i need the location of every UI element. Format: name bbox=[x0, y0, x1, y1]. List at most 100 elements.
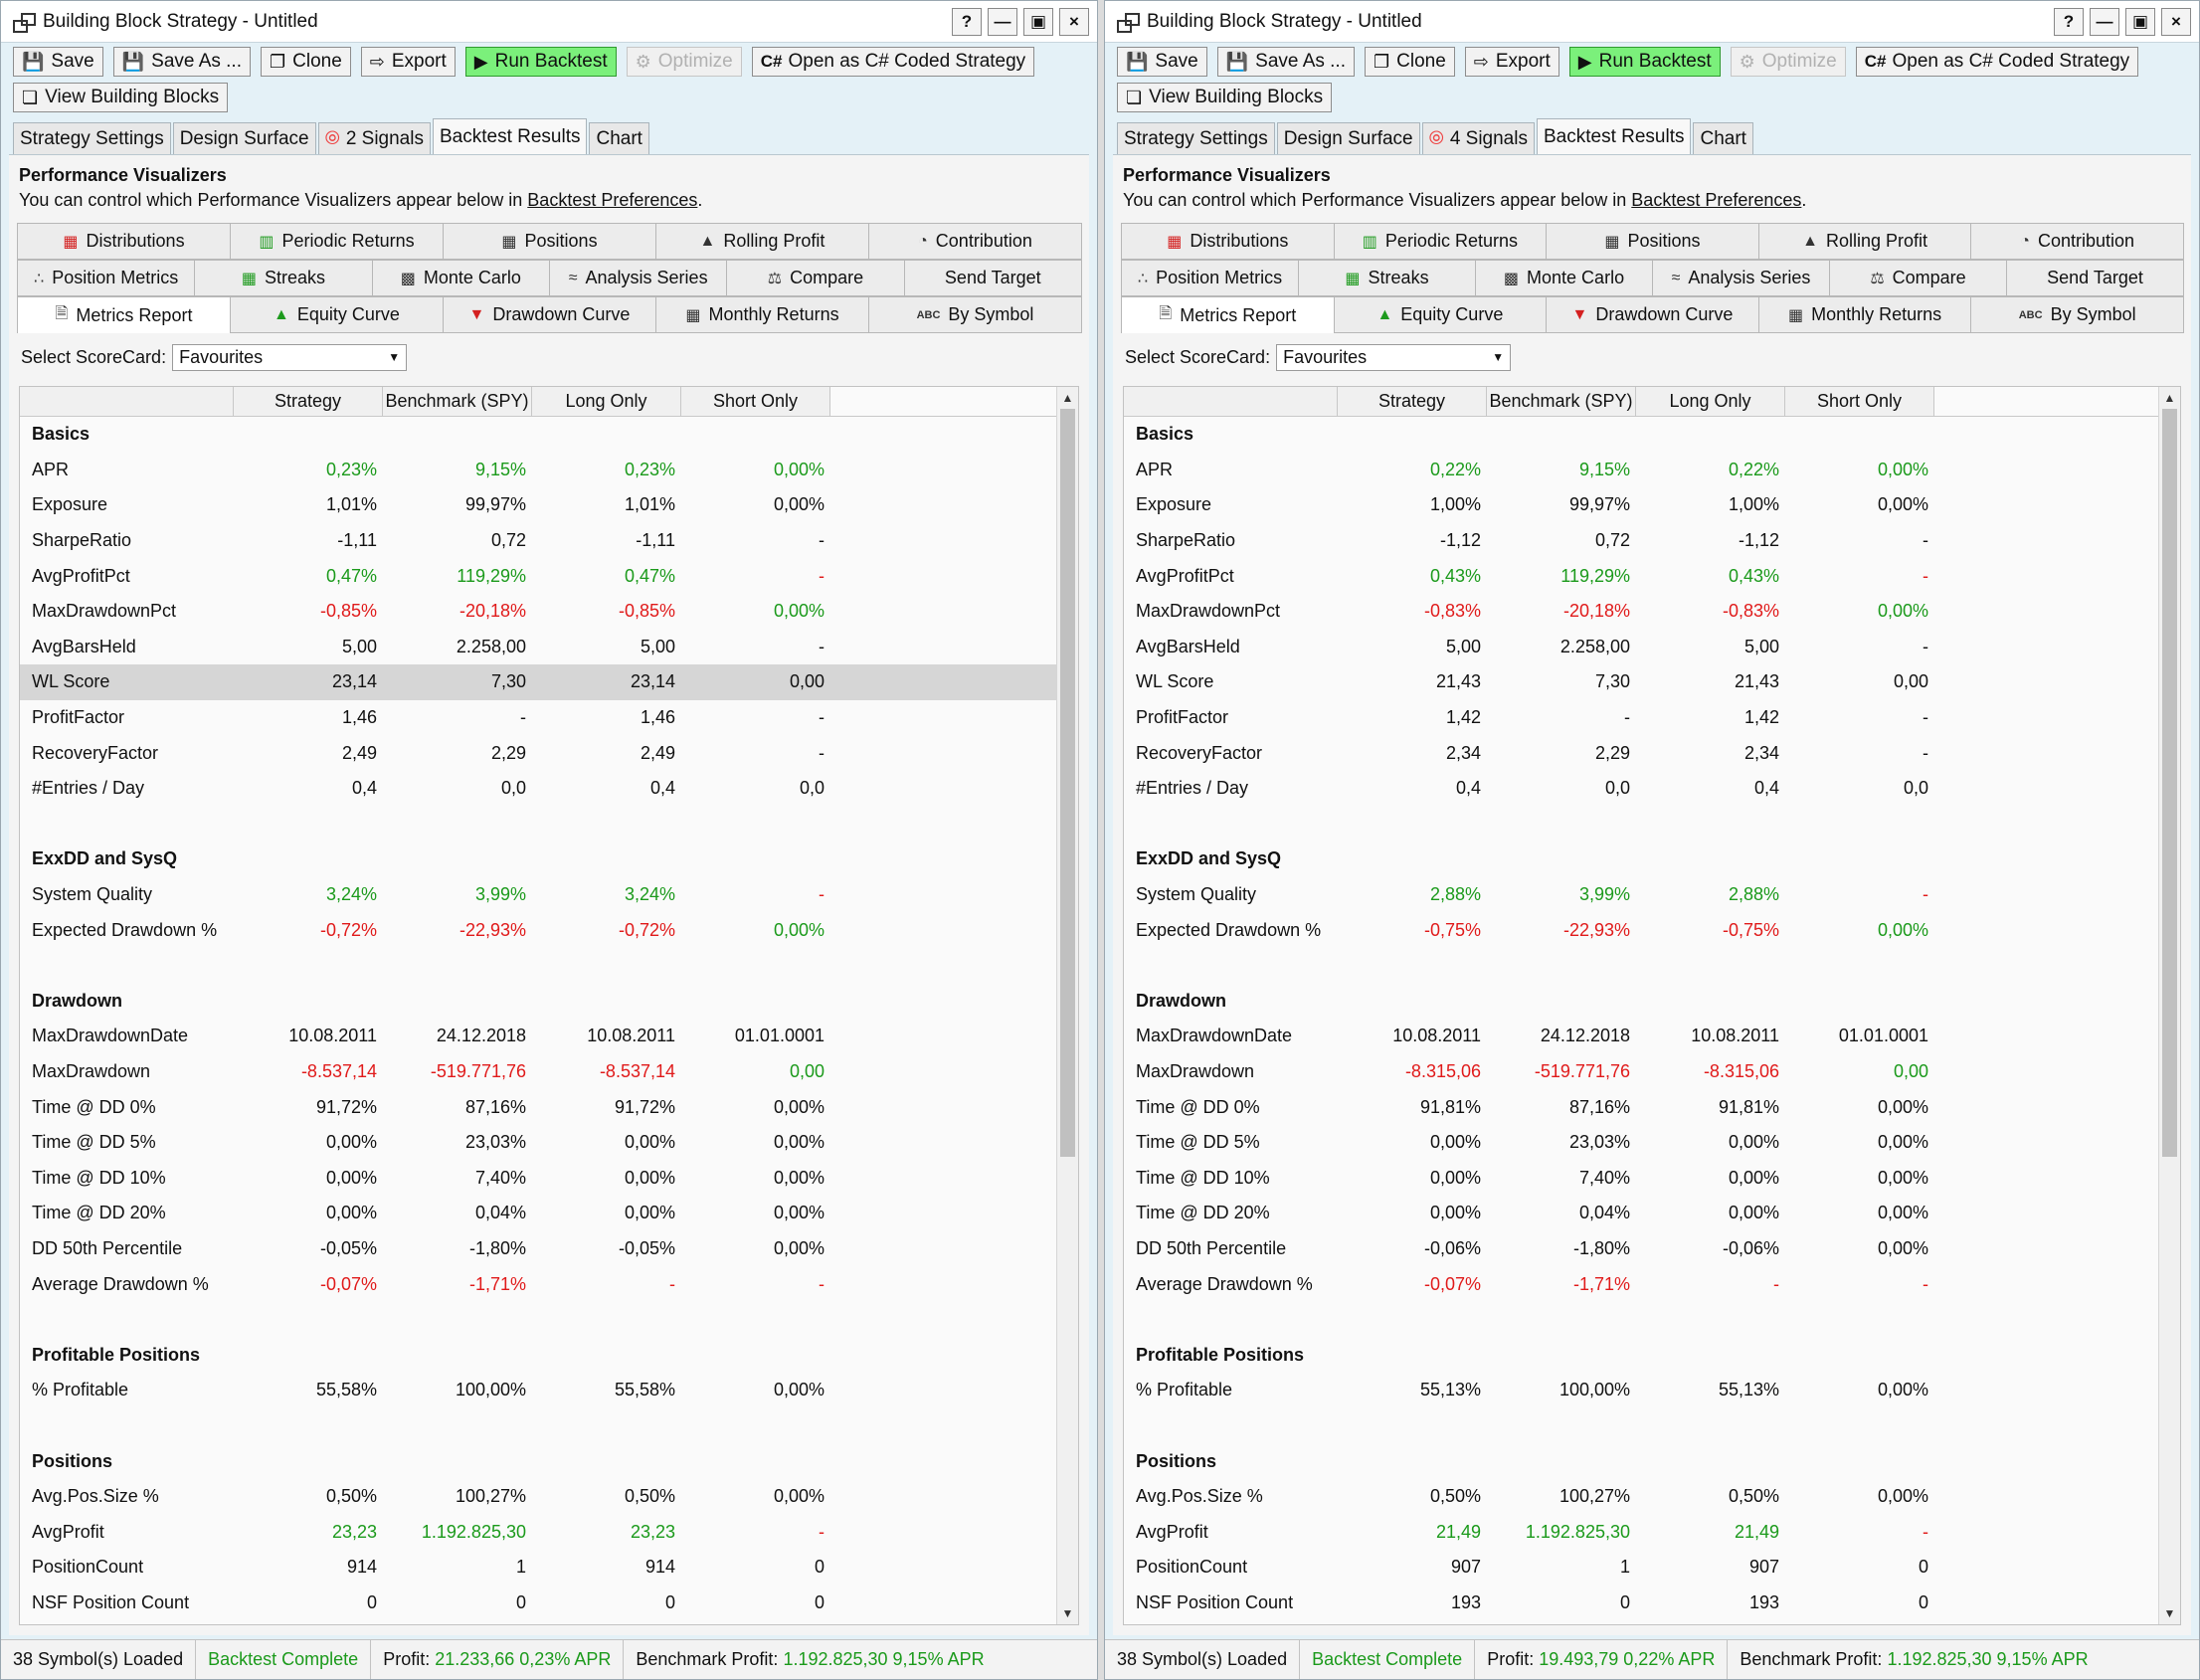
save-as-button[interactable]: 💾 Save As ... bbox=[1216, 47, 1355, 77]
table-row[interactable]: % Profitable 55,58% 100,00% 55,58% 0,00% bbox=[20, 1373, 1056, 1408]
table-row[interactable]: Time @ DD 0% 91,72% 87,16% 91,72% 0,00% bbox=[20, 1089, 1056, 1125]
scroll-down-icon[interactable]: ▼ bbox=[2163, 1606, 2176, 1620]
table-row[interactable]: Time @ DD 20% 0,00% 0,04% 0,00% 0,00% bbox=[1124, 1196, 2158, 1231]
table-row[interactable]: ProfitFactor 1,42 - 1,42 - bbox=[1124, 700, 2158, 736]
table-row[interactable]: AvgProfit 21,49 1.192.825,30 21,49 - bbox=[1124, 1514, 2158, 1550]
scroll-thumb[interactable] bbox=[2162, 409, 2177, 1158]
viz-position-metrics[interactable]: ∴ Position Metrics bbox=[1121, 260, 1299, 296]
column-header[interactable]: Long Only bbox=[1636, 387, 1785, 416]
tab-strategy-settings[interactable]: Strategy Settings bbox=[1117, 122, 1275, 154]
scroll-up-icon[interactable]: ▲ bbox=[1061, 391, 1074, 405]
vertical-scrollbar[interactable]: ▲ ▼ bbox=[1056, 387, 1078, 1624]
column-header[interactable]: Short Only bbox=[1785, 387, 1934, 416]
column-header[interactable]: Benchmark (SPY) bbox=[383, 387, 532, 416]
table-row[interactable]: Time @ DD 20% 0,00% 0,04% 0,00% 0,00% bbox=[20, 1196, 1056, 1231]
table-row[interactable]: MaxDrawdown -8.315,06 -519.771,76 -8.315,06… bbox=[1124, 1054, 2158, 1090]
maximize-button[interactable]: ▣ bbox=[1023, 7, 1053, 36]
table-row[interactable]: System Quality 3,24% 3,99% 3,24% - bbox=[20, 877, 1056, 913]
table-row[interactable]: #Entries / Day 0,4 0,0 0,4 0,0 bbox=[20, 771, 1056, 807]
viz-distributions[interactable]: ▦ Distributions bbox=[1121, 223, 1335, 260]
table-row[interactable]: APR 0,23% 9,15% 0,23% 0,00% bbox=[20, 453, 1056, 488]
viz-monthly-returns[interactable]: ▦ Monthly Returns bbox=[1757, 296, 1972, 333]
viz-analysis-series[interactable]: ≈ Analysis Series bbox=[1652, 260, 1830, 296]
table-row[interactable]: MaxDrawdownDate 10.08.2011 24.12.2018 10.08… bbox=[1124, 1019, 2158, 1054]
table-row[interactable]: Time @ DD 5% 0,00% 23,03% 0,00% 0,00% bbox=[1124, 1125, 2158, 1161]
viz-rolling-profit[interactable]: ▲ Rolling Profit bbox=[655, 223, 869, 260]
viz-drawdown-curve[interactable]: ▼ Drawdown Curve bbox=[1546, 296, 1759, 333]
viz-positions[interactable]: ▦ Positions bbox=[1546, 223, 1759, 260]
table-row[interactable]: Exposure 1,00% 99,97% 1,00% 0,00% bbox=[1124, 487, 2158, 523]
run-backtest-button[interactable]: ▶ Run Backtest bbox=[464, 47, 617, 77]
viz-analysis-series[interactable]: ≈ Analysis Series bbox=[548, 260, 728, 296]
table-row[interactable]: PositionCount 914 1 914 0 bbox=[20, 1550, 1056, 1586]
column-header[interactable]: Short Only bbox=[681, 387, 830, 416]
table-row[interactable]: DD 50th Percentile -0,05% -1,80% -0,05% 0,00… bbox=[20, 1231, 1056, 1267]
save-as-button[interactable]: 💾 Save As ... bbox=[112, 47, 251, 77]
tab-signals[interactable]: ⦾ 4 Signals bbox=[1421, 122, 1535, 154]
scorecard-select[interactable]: Favourites ▼ bbox=[172, 343, 408, 371]
viz-position-metrics[interactable]: ∴ Position Metrics bbox=[17, 260, 196, 296]
column-header[interactable]: Long Only bbox=[532, 387, 681, 416]
table-row[interactable]: Exposure 1,01% 99,97% 1,01% 0,00% bbox=[20, 487, 1056, 523]
optimize-button[interactable]: ⚙ Optimize bbox=[626, 47, 742, 77]
table-row[interactable]: ProfitFactor 1,46 - 1,46 - bbox=[20, 700, 1056, 736]
minimize-button[interactable]: — bbox=[988, 7, 1017, 36]
scroll-up-icon[interactable]: ▲ bbox=[2163, 391, 2176, 405]
table-row[interactable]: MaxDrawdown -8.537,14 -519.771,76 -8.537,14… bbox=[20, 1054, 1056, 1090]
viz-streaks[interactable]: ▦ Streaks bbox=[194, 260, 373, 296]
table-row[interactable]: Average Drawdown % -0,07% -1,71% - - bbox=[20, 1266, 1056, 1302]
table-row[interactable]: AvgProfitPct 0,43% 119,29% 0,43% - bbox=[1124, 558, 2158, 594]
viz-monte-carlo[interactable]: ▩ Monte Carlo bbox=[371, 260, 550, 296]
tab-signals[interactable]: ⦾ 2 Signals bbox=[317, 122, 431, 154]
table-row[interactable]: WL Score 23,14 7,30 23,14 0,00 bbox=[20, 664, 1056, 700]
tab-chart[interactable]: Chart bbox=[1693, 122, 1753, 154]
viz-metrics-report[interactable]: 🗎 Metrics Report bbox=[1121, 296, 1335, 333]
table-row[interactable]: Time @ DD 10% 0,00% 7,40% 0,00% 0,00% bbox=[1124, 1160, 2158, 1196]
table-row[interactable]: MaxDrawdownDate 10.08.2011 24.12.2018 10.08… bbox=[20, 1019, 1056, 1054]
open-csharp-button[interactable]: C# Open as C# Coded Strategy bbox=[1855, 47, 2139, 77]
tab-backtest-results[interactable]: Backtest Results bbox=[432, 118, 588, 154]
table-row[interactable]: RecoveryFactor 2,34 2,29 2,34 - bbox=[1124, 735, 2158, 771]
table-row[interactable]: Time @ DD 10% 0,00% 7,40% 0,00% 0,00% bbox=[20, 1160, 1056, 1196]
viz-send-target[interactable]: Send Target bbox=[2006, 260, 2184, 296]
open-csharp-button[interactable]: C# Open as C# Coded Strategy bbox=[751, 47, 1035, 77]
viz-by-symbol[interactable]: ABC By Symbol bbox=[868, 296, 1082, 333]
clone-button[interactable]: ❐ Clone bbox=[1364, 47, 1455, 77]
viz-periodic-returns[interactable]: ▥ Periodic Returns bbox=[1333, 223, 1548, 260]
table-row[interactable]: Time @ DD 0% 91,81% 87,16% 91,81% 0,00% bbox=[1124, 1089, 2158, 1125]
column-header[interactable]: Strategy bbox=[1338, 387, 1487, 416]
viz-compare[interactable]: ⚖ Compare bbox=[726, 260, 905, 296]
maximize-button[interactable]: ▣ bbox=[2125, 7, 2155, 36]
viz-monthly-returns[interactable]: ▦ Monthly Returns bbox=[655, 296, 869, 333]
table-row[interactable]: SharpeRatio -1,11 0,72 -1,11 - bbox=[20, 523, 1056, 559]
viz-monte-carlo[interactable]: ▩ Monte Carlo bbox=[1475, 260, 1653, 296]
close-button[interactable]: × bbox=[1059, 7, 1089, 36]
save-button[interactable]: 💾 Save bbox=[1117, 47, 1207, 77]
tab-backtest-results[interactable]: Backtest Results bbox=[1536, 118, 1692, 154]
column-header[interactable]: Strategy bbox=[234, 387, 383, 416]
table-row[interactable]: Time @ DD 5% 0,00% 23,03% 0,00% 0,00% bbox=[20, 1125, 1056, 1161]
viz-drawdown-curve[interactable]: ▼ Drawdown Curve bbox=[443, 296, 656, 333]
help-button[interactable]: ? bbox=[2054, 7, 2084, 36]
close-button[interactable]: × bbox=[2161, 7, 2191, 36]
column-header[interactable]: Benchmark (SPY) bbox=[1487, 387, 1636, 416]
viz-send-target[interactable]: Send Target bbox=[903, 260, 1082, 296]
optimize-button[interactable]: ⚙ Optimize bbox=[1730, 47, 1846, 77]
help-button[interactable]: ? bbox=[952, 7, 982, 36]
table-row[interactable]: PositionCount 907 1 907 0 bbox=[1124, 1550, 2158, 1586]
table-row[interactable]: APR 0,22% 9,15% 0,22% 0,00% bbox=[1124, 453, 2158, 488]
table-row[interactable]: Avg.Pos.Size % 0,50% 100,27% 0,50% 0,00% bbox=[1124, 1479, 2158, 1515]
vertical-scrollbar[interactable]: ▲ ▼ bbox=[2158, 387, 2180, 1624]
table-row[interactable]: AvgBarsHeld 5,00 2.258,00 5,00 - bbox=[20, 630, 1056, 665]
export-button[interactable]: ⇨ Export bbox=[360, 47, 456, 77]
backtest-preferences-link[interactable]: Backtest Preferences bbox=[1631, 190, 1802, 210]
table-row[interactable]: NSF Position Count 0 0 0 0 bbox=[20, 1586, 1056, 1621]
viz-compare[interactable]: ⚖ Compare bbox=[1829, 260, 2007, 296]
run-backtest-button[interactable]: ▶ Run Backtest bbox=[1568, 47, 1721, 77]
table-row[interactable]: WL Score 21,43 7,30 21,43 0,00 bbox=[1124, 664, 2158, 700]
tab-strategy-settings[interactable]: Strategy Settings bbox=[13, 122, 171, 154]
viz-by-symbol[interactable]: ABC By Symbol bbox=[1970, 296, 2184, 333]
scorecard-select[interactable]: Favourites ▼ bbox=[1276, 343, 1512, 371]
scroll-down-icon[interactable]: ▼ bbox=[1061, 1606, 1074, 1620]
tab-chart[interactable]: Chart bbox=[589, 122, 649, 154]
